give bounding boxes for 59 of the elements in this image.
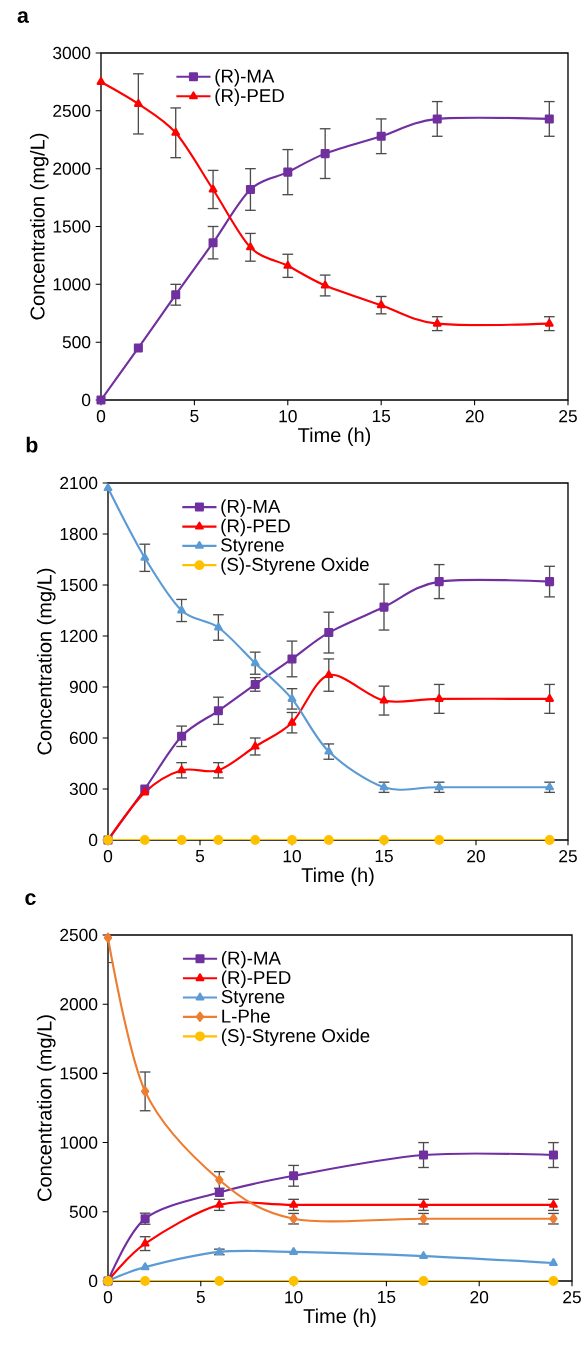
- x-tick-label: 5: [196, 1291, 205, 1304]
- x-tick-label: 25: [559, 850, 577, 863]
- legend-label: (S)-Styrene Oxide: [221, 1028, 370, 1046]
- x-tick-label: 15: [372, 410, 391, 423]
- y-tick-label: 2500: [53, 104, 91, 117]
- legend-label: (R)-PED: [221, 518, 290, 537]
- legend-label: (R)-MA: [221, 950, 281, 969]
- y-tick-label: 500: [69, 1205, 98, 1218]
- y-tick-label: 1000: [60, 1136, 98, 1149]
- legend-label: Styrene: [221, 538, 284, 556]
- x-axis-title: Time (h): [301, 867, 374, 887]
- legend-label: (R)-MA: [221, 499, 281, 517]
- x-tick-label: 0: [103, 850, 113, 863]
- y-tick-label: 2100: [60, 476, 98, 490]
- x-axis-title: Time (h): [303, 1308, 376, 1328]
- x-tick-label: 20: [470, 1291, 489, 1304]
- y-tick-label: 1500: [60, 1067, 98, 1080]
- y-axis-title: Concentration (mg/L): [29, 133, 49, 320]
- legend-label: (R)-PED: [215, 88, 284, 106]
- chart-title: a: [17, 11, 29, 23]
- y-axis-title: Concentration (mg/L): [36, 1015, 56, 1201]
- x-tick-label: 10: [283, 850, 301, 863]
- y-tick-label: 600: [69, 731, 98, 745]
- x-tick-label: 15: [375, 850, 393, 863]
- chart-title: c: [25, 893, 36, 905]
- y-tick-label: 2000: [60, 998, 98, 1011]
- x-tick-label: 15: [378, 1291, 396, 1304]
- y-tick-label: 0: [88, 833, 98, 847]
- x-tick-label: 5: [195, 850, 205, 863]
- y-tick-label: 1800: [60, 527, 98, 541]
- legend-label: Styrene: [221, 990, 285, 1007]
- y-tick-label: 1000: [53, 278, 91, 291]
- x-axis-title: Time (h): [298, 427, 371, 447]
- x-tick-label: 10: [285, 1291, 303, 1304]
- y-tick-label: 1200: [60, 629, 98, 643]
- y-tick-label: 300: [69, 782, 98, 796]
- y-tick-label: 1500: [60, 578, 98, 592]
- x-tick-label: 25: [563, 1291, 581, 1304]
- legend-label: L-Phe: [222, 1009, 270, 1023]
- y-tick-label: 1500: [53, 220, 91, 233]
- chart-title: b: [26, 436, 38, 453]
- x-tick-label: 20: [467, 850, 485, 863]
- x-tick-label: 5: [190, 410, 199, 423]
- y-tick-label: 500: [62, 336, 91, 349]
- legend-label: (S)-Styrene Oxide: [221, 557, 369, 575]
- y-tick-label: 900: [69, 680, 98, 694]
- y-tick-label: 0: [81, 393, 91, 407]
- x-tick-label: 0: [103, 1291, 113, 1304]
- x-tick-label: 0: [96, 410, 106, 423]
- y-tick-label: 2000: [53, 162, 91, 175]
- x-tick-label: 25: [559, 410, 577, 423]
- y-tick-label: 0: [88, 1274, 98, 1288]
- y-axis-title: Concentration (mg/L): [36, 568, 56, 755]
- y-tick-label: 3000: [53, 46, 91, 60]
- x-tick-label: 20: [465, 410, 484, 423]
- y-tick-label: 2500: [60, 928, 98, 942]
- legend-label: (R)-PED: [221, 970, 291, 988]
- x-tick-label: 10: [279, 410, 297, 423]
- legend-label: (R)-MA: [215, 69, 275, 87]
